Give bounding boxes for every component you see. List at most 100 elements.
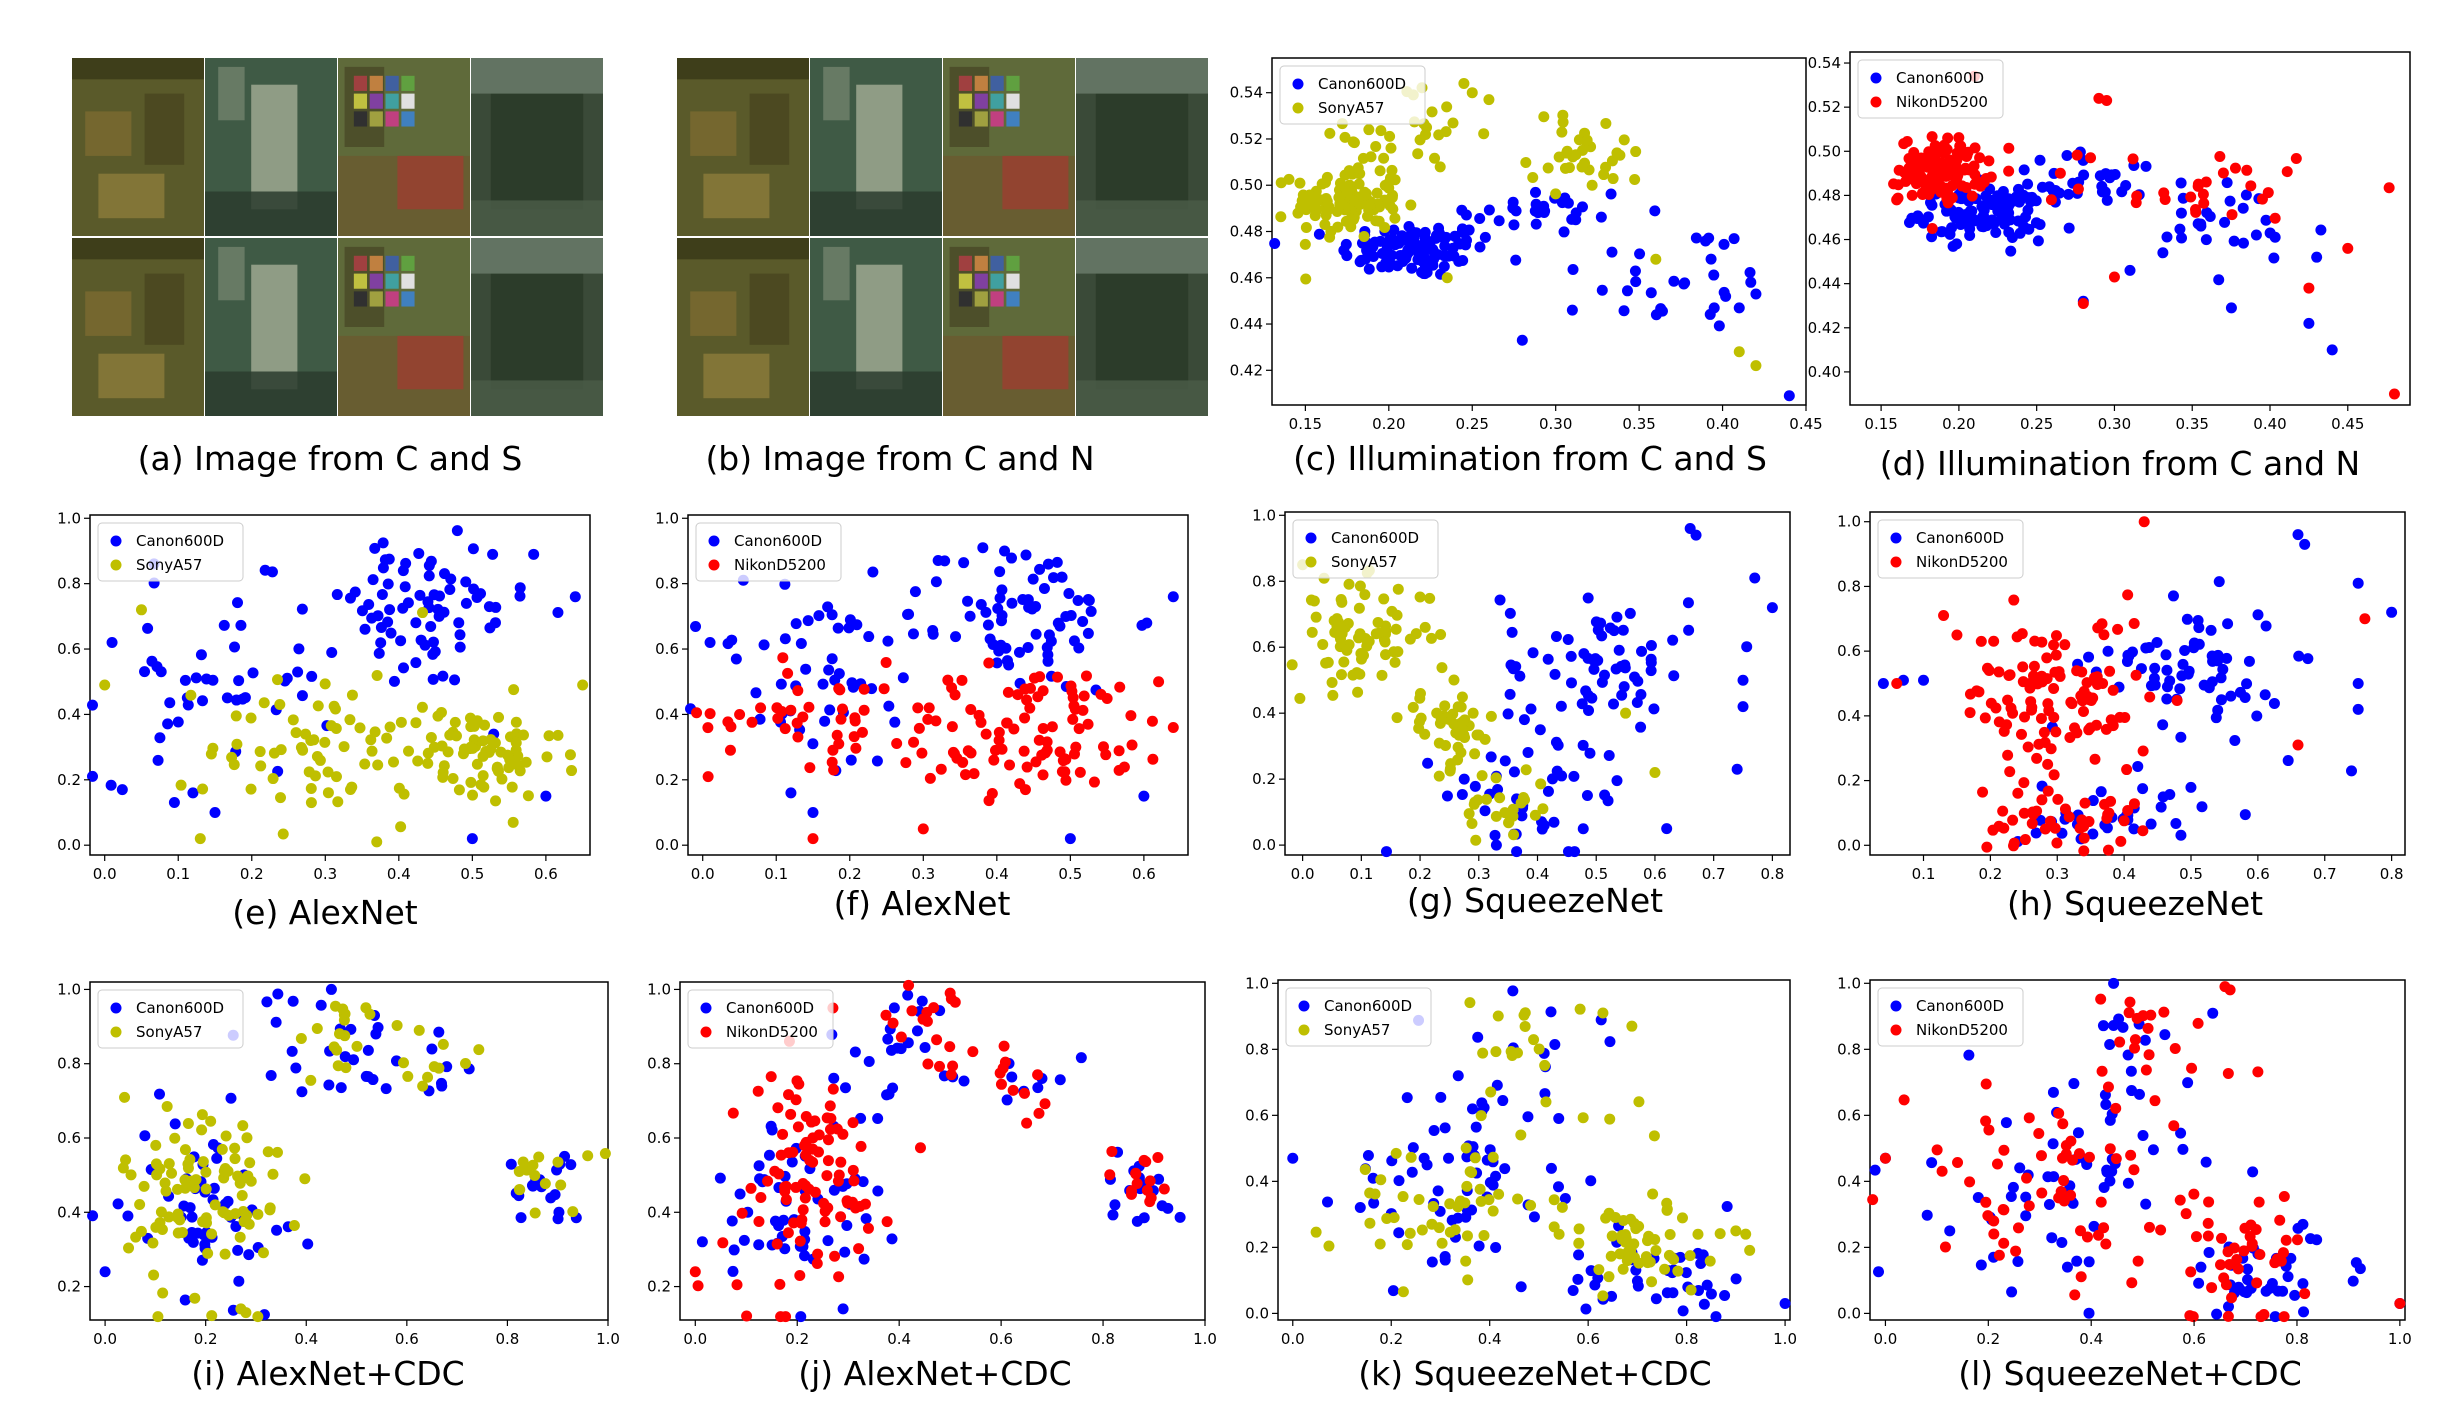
point-SonyA57	[435, 706, 447, 718]
y-tick-label: 0.0	[1837, 1304, 1861, 1322]
point-NikonD5200	[1985, 171, 1997, 183]
point-Canon600D	[146, 655, 158, 667]
point-Canon600D	[356, 605, 368, 617]
point-Canon600D	[1419, 261, 1431, 273]
point-SonyA57	[1339, 131, 1351, 143]
point-NikonD5200	[2004, 766, 2016, 778]
point-Canon600D	[1545, 1162, 1557, 1174]
point-Canon600D	[380, 1083, 392, 1095]
point-SonyA57	[529, 1207, 541, 1219]
point-Canon600D	[1582, 592, 1594, 604]
point-Canon600D	[2225, 302, 2237, 314]
point-Canon600D	[106, 637, 118, 648]
point-Canon600D	[261, 996, 273, 1008]
point-SonyA57	[513, 1184, 525, 1196]
point-NikonD5200	[2118, 815, 2130, 827]
point-NikonD5200	[922, 713, 934, 725]
point-Canon600D	[728, 1244, 740, 1256]
point-Canon600D	[1559, 1192, 1571, 1204]
point-Canon600D	[1394, 234, 1406, 246]
point-Canon600D	[2192, 218, 2204, 230]
point-SonyA57	[582, 1150, 594, 1162]
point-NikonD5200	[1974, 152, 1986, 164]
y-tick-label: 1.0	[1837, 974, 1861, 992]
point-SonyA57	[510, 737, 522, 749]
point-SonyA57	[1455, 746, 1467, 758]
point-SonyA57	[402, 1070, 414, 1082]
point-NikonD5200	[959, 769, 971, 781]
point-Canon600D	[1592, 624, 1604, 636]
point-Canon600D	[2219, 216, 2231, 228]
point-NikonD5200	[799, 1192, 811, 1204]
point-Canon600D	[1077, 616, 1089, 628]
point-Canon600D	[786, 1156, 798, 1168]
x-tick-label: 0.20	[1942, 415, 1975, 433]
point-NikonD5200	[1960, 162, 1972, 174]
point-NikonD5200	[772, 712, 784, 724]
point-SonyA57	[1388, 1212, 1400, 1224]
x-tick-label: 0.30	[1539, 415, 1572, 433]
stuffed-animals-scene	[677, 238, 809, 416]
point-Canon600D	[1749, 572, 1761, 584]
point-SonyA57	[1447, 117, 1459, 129]
point-Canon600D	[1497, 1095, 1509, 1107]
legend-label: Canon600D	[136, 532, 224, 550]
point-SonyA57	[1379, 636, 1391, 648]
point-Canon600D	[819, 715, 831, 727]
point-Canon600D	[1701, 1279, 1713, 1291]
point-SonyA57	[1621, 1255, 1633, 1267]
point-Canon600D	[1552, 1181, 1564, 1193]
point-Canon600D	[1616, 689, 1628, 701]
y-tick-label: 0.44	[1230, 315, 1263, 333]
point-Canon600D	[1460, 239, 1472, 251]
point-NikonD5200	[1973, 686, 1985, 698]
point-SonyA57	[1647, 1188, 1659, 1200]
point-SonyA57	[1533, 1043, 1545, 1055]
point-Canon600D	[467, 543, 479, 555]
point-SonyA57	[267, 773, 279, 785]
point-Canon600D	[1690, 232, 1702, 244]
point-NikonD5200	[2036, 1187, 2048, 1199]
point-SonyA57	[1376, 669, 1388, 681]
point-NikonD5200	[1962, 146, 1974, 158]
point-SonyA57	[1650, 253, 1662, 265]
point-SonyA57	[258, 697, 270, 709]
point-SonyA57	[338, 741, 350, 753]
point-NikonD5200	[829, 1250, 841, 1262]
point-Canon600D	[2206, 676, 2218, 688]
point-Canon600D	[370, 1028, 382, 1040]
point-NikonD5200	[986, 787, 998, 799]
point-SonyA57	[1487, 1205, 1499, 1217]
point-NikonD5200	[783, 1089, 795, 1101]
point-SonyA57	[1507, 803, 1519, 815]
garden-bush-scene	[471, 238, 603, 416]
point-NikonD5200	[2044, 815, 2056, 827]
point-SonyA57	[1317, 638, 1329, 650]
point-NikonD5200	[2066, 1154, 2078, 1166]
point-Canon600D	[714, 1172, 726, 1184]
point-SonyA57	[468, 720, 480, 732]
point-NikonD5200	[2042, 758, 2054, 770]
point-SonyA57	[197, 1216, 209, 1228]
point-NikonD5200	[2394, 1297, 2406, 1309]
point-NikonD5200	[1101, 693, 1113, 705]
point-NikonD5200	[2100, 1238, 2112, 1250]
point-NikonD5200	[804, 1154, 816, 1166]
point-Canon600D	[1634, 248, 1646, 260]
point-Canon600D	[1750, 288, 1762, 300]
point-Canon600D	[1741, 641, 1753, 653]
point-Canon600D	[1428, 1124, 1440, 1136]
point-Canon600D	[1941, 205, 1953, 217]
point-SonyA57	[328, 1041, 340, 1053]
legend-label: Canon600D	[136, 999, 224, 1017]
point-Canon600D	[1745, 276, 1757, 288]
point-SonyA57	[1633, 1220, 1645, 1232]
point-NikonD5200	[1977, 786, 1989, 798]
point-Canon600D	[1549, 668, 1561, 680]
point-SonyA57	[1622, 1246, 1634, 1258]
point-SonyA57	[1405, 1151, 1417, 1163]
point-SonyA57	[1391, 609, 1403, 621]
